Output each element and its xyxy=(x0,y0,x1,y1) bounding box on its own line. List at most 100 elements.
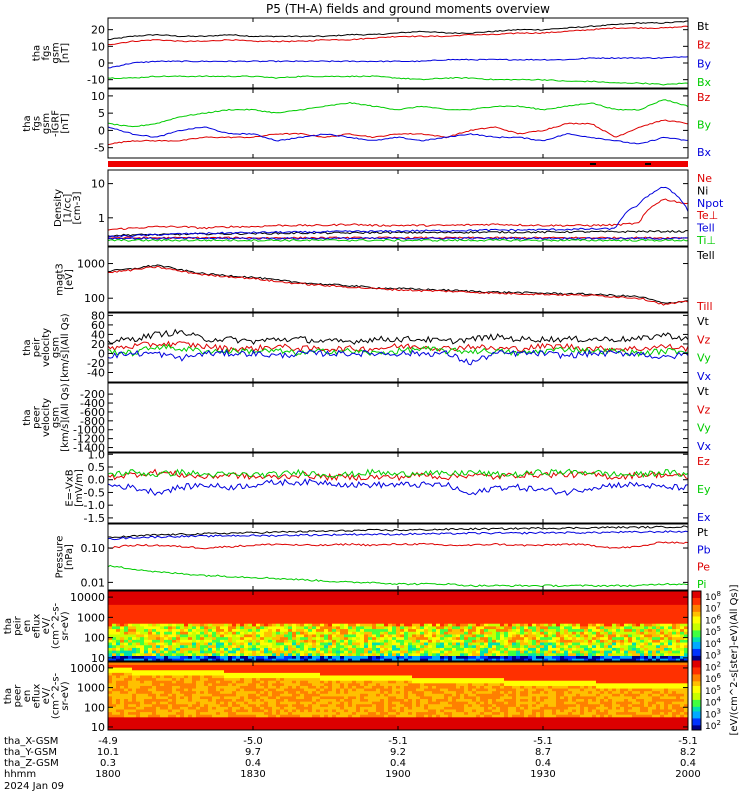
spectrogram-cell xyxy=(652,647,657,651)
spectrogram-cell xyxy=(596,604,601,608)
spectrogram-cell xyxy=(176,716,181,720)
spectrogram-cell xyxy=(164,667,169,671)
spectrogram-cell xyxy=(228,677,233,681)
spectrogram-cell xyxy=(640,612,645,616)
spectrogram-cell xyxy=(152,664,157,668)
spectrogram-cell xyxy=(212,607,217,611)
spectrogram-cell xyxy=(328,631,333,635)
spectrogram-cell xyxy=(156,596,161,600)
spectrogram-cell xyxy=(184,607,189,611)
spectrogram-cell xyxy=(396,647,401,651)
spectrogram-cell xyxy=(136,612,141,616)
spectrogram-cell xyxy=(148,714,153,718)
spectrogram-cell xyxy=(164,593,169,597)
spectrogram-cell xyxy=(232,593,237,597)
spectrogram-cell xyxy=(248,604,253,608)
spectrogram-cell xyxy=(376,642,381,646)
spectrogram-cell xyxy=(436,634,441,638)
spectrogram-cell xyxy=(484,626,489,630)
spectrogram-cell xyxy=(256,615,261,619)
spectrogram-cell xyxy=(388,636,393,640)
spectrogram-cell xyxy=(636,623,641,627)
spectrogram-cell xyxy=(220,612,225,616)
spectrogram-cell xyxy=(140,609,145,613)
spectrogram-cell xyxy=(116,636,121,640)
spectrogram-cell xyxy=(152,667,157,671)
spectrogram-cell xyxy=(160,623,165,627)
spectrogram-cell xyxy=(204,722,209,726)
spectrogram-cell xyxy=(608,639,613,643)
spectrogram-cell xyxy=(388,599,393,603)
spectrogram-cell xyxy=(436,628,441,632)
spectrogram-cell xyxy=(148,722,153,726)
spectrogram-cell xyxy=(568,634,573,638)
spectrogram-cell xyxy=(224,716,229,720)
spectrogram-cell xyxy=(320,631,325,635)
spectrogram-cell xyxy=(568,650,573,654)
spectrogram-cell xyxy=(196,652,201,657)
spectrogram-cell xyxy=(472,636,477,640)
spectrogram-cell xyxy=(176,658,181,662)
spectrogram-cell xyxy=(244,601,249,605)
spectrogram-cell xyxy=(588,628,593,632)
spectrogram-cell xyxy=(464,604,469,608)
spectrogram-cell xyxy=(148,693,153,697)
spectrogram-cell xyxy=(284,652,289,657)
spectrogram-cell xyxy=(108,693,113,697)
spectrogram-cell xyxy=(664,658,669,662)
spectrogram-cell xyxy=(456,650,461,654)
spectrogram-cell xyxy=(320,617,325,622)
spectrogram-cell xyxy=(156,652,161,657)
spectrogram-cell xyxy=(420,658,425,662)
spectrogram-cell xyxy=(616,599,621,603)
spectrogram-cell xyxy=(640,626,645,630)
spectrogram-cell xyxy=(368,652,373,657)
spectrogram-cell xyxy=(216,682,221,686)
spectrogram-cell xyxy=(336,617,341,622)
spectrogram-cell xyxy=(200,677,205,681)
spectrogram-cell xyxy=(664,639,669,643)
spectrogram-cell xyxy=(532,596,537,600)
spectrogram-cell xyxy=(348,607,353,611)
spectrogram-cell xyxy=(580,623,585,627)
spectrogram-cell xyxy=(220,724,225,728)
legend-ti: Ti⊥ xyxy=(696,234,716,247)
spectrogram-cell xyxy=(220,685,225,689)
spectrogram-cell xyxy=(160,617,165,622)
spectrogram-cell xyxy=(504,615,509,619)
spectrogram-cell xyxy=(140,719,145,723)
spectrogram-cell xyxy=(672,596,677,600)
spectrogram-cell xyxy=(496,634,501,638)
spectrogram-cell xyxy=(252,601,257,605)
spectrogram-cell xyxy=(612,604,617,608)
spectrogram-cell xyxy=(444,650,449,654)
spectrogram-cell xyxy=(392,652,397,657)
spectrogram-cell xyxy=(448,652,453,657)
spectrogram-cell xyxy=(268,634,273,638)
spectrogram-cell xyxy=(660,596,665,600)
spectrogram-cell xyxy=(276,604,281,608)
spectrogram-cell xyxy=(496,620,501,624)
spectrogram-cell xyxy=(460,596,465,600)
spectrogram-cell xyxy=(384,636,389,640)
spectrogram-cell xyxy=(160,599,165,603)
spectrogram-cell xyxy=(644,617,649,622)
spectrogram-cell xyxy=(584,652,589,657)
spectrogram-cell xyxy=(556,617,561,622)
spectrogram-cell xyxy=(148,620,153,624)
spectrogram-cell xyxy=(168,596,173,600)
spectrogram-cell xyxy=(200,696,205,700)
y-axis-label: [nT] xyxy=(60,43,71,63)
spectrogram-cell xyxy=(436,631,441,635)
spectrogram-cell xyxy=(488,655,493,659)
spectrogram-cell xyxy=(456,658,461,662)
spectrogram-cell xyxy=(448,658,453,662)
spectrogram-cell xyxy=(128,655,133,659)
spectrogram-cell xyxy=(148,623,153,627)
spectrogram-cell xyxy=(192,615,197,619)
spectrogram-cell xyxy=(204,647,209,651)
spectrogram-cell xyxy=(620,596,625,600)
spectrogram-cell xyxy=(184,647,189,651)
spectrogram-cell xyxy=(172,599,177,603)
